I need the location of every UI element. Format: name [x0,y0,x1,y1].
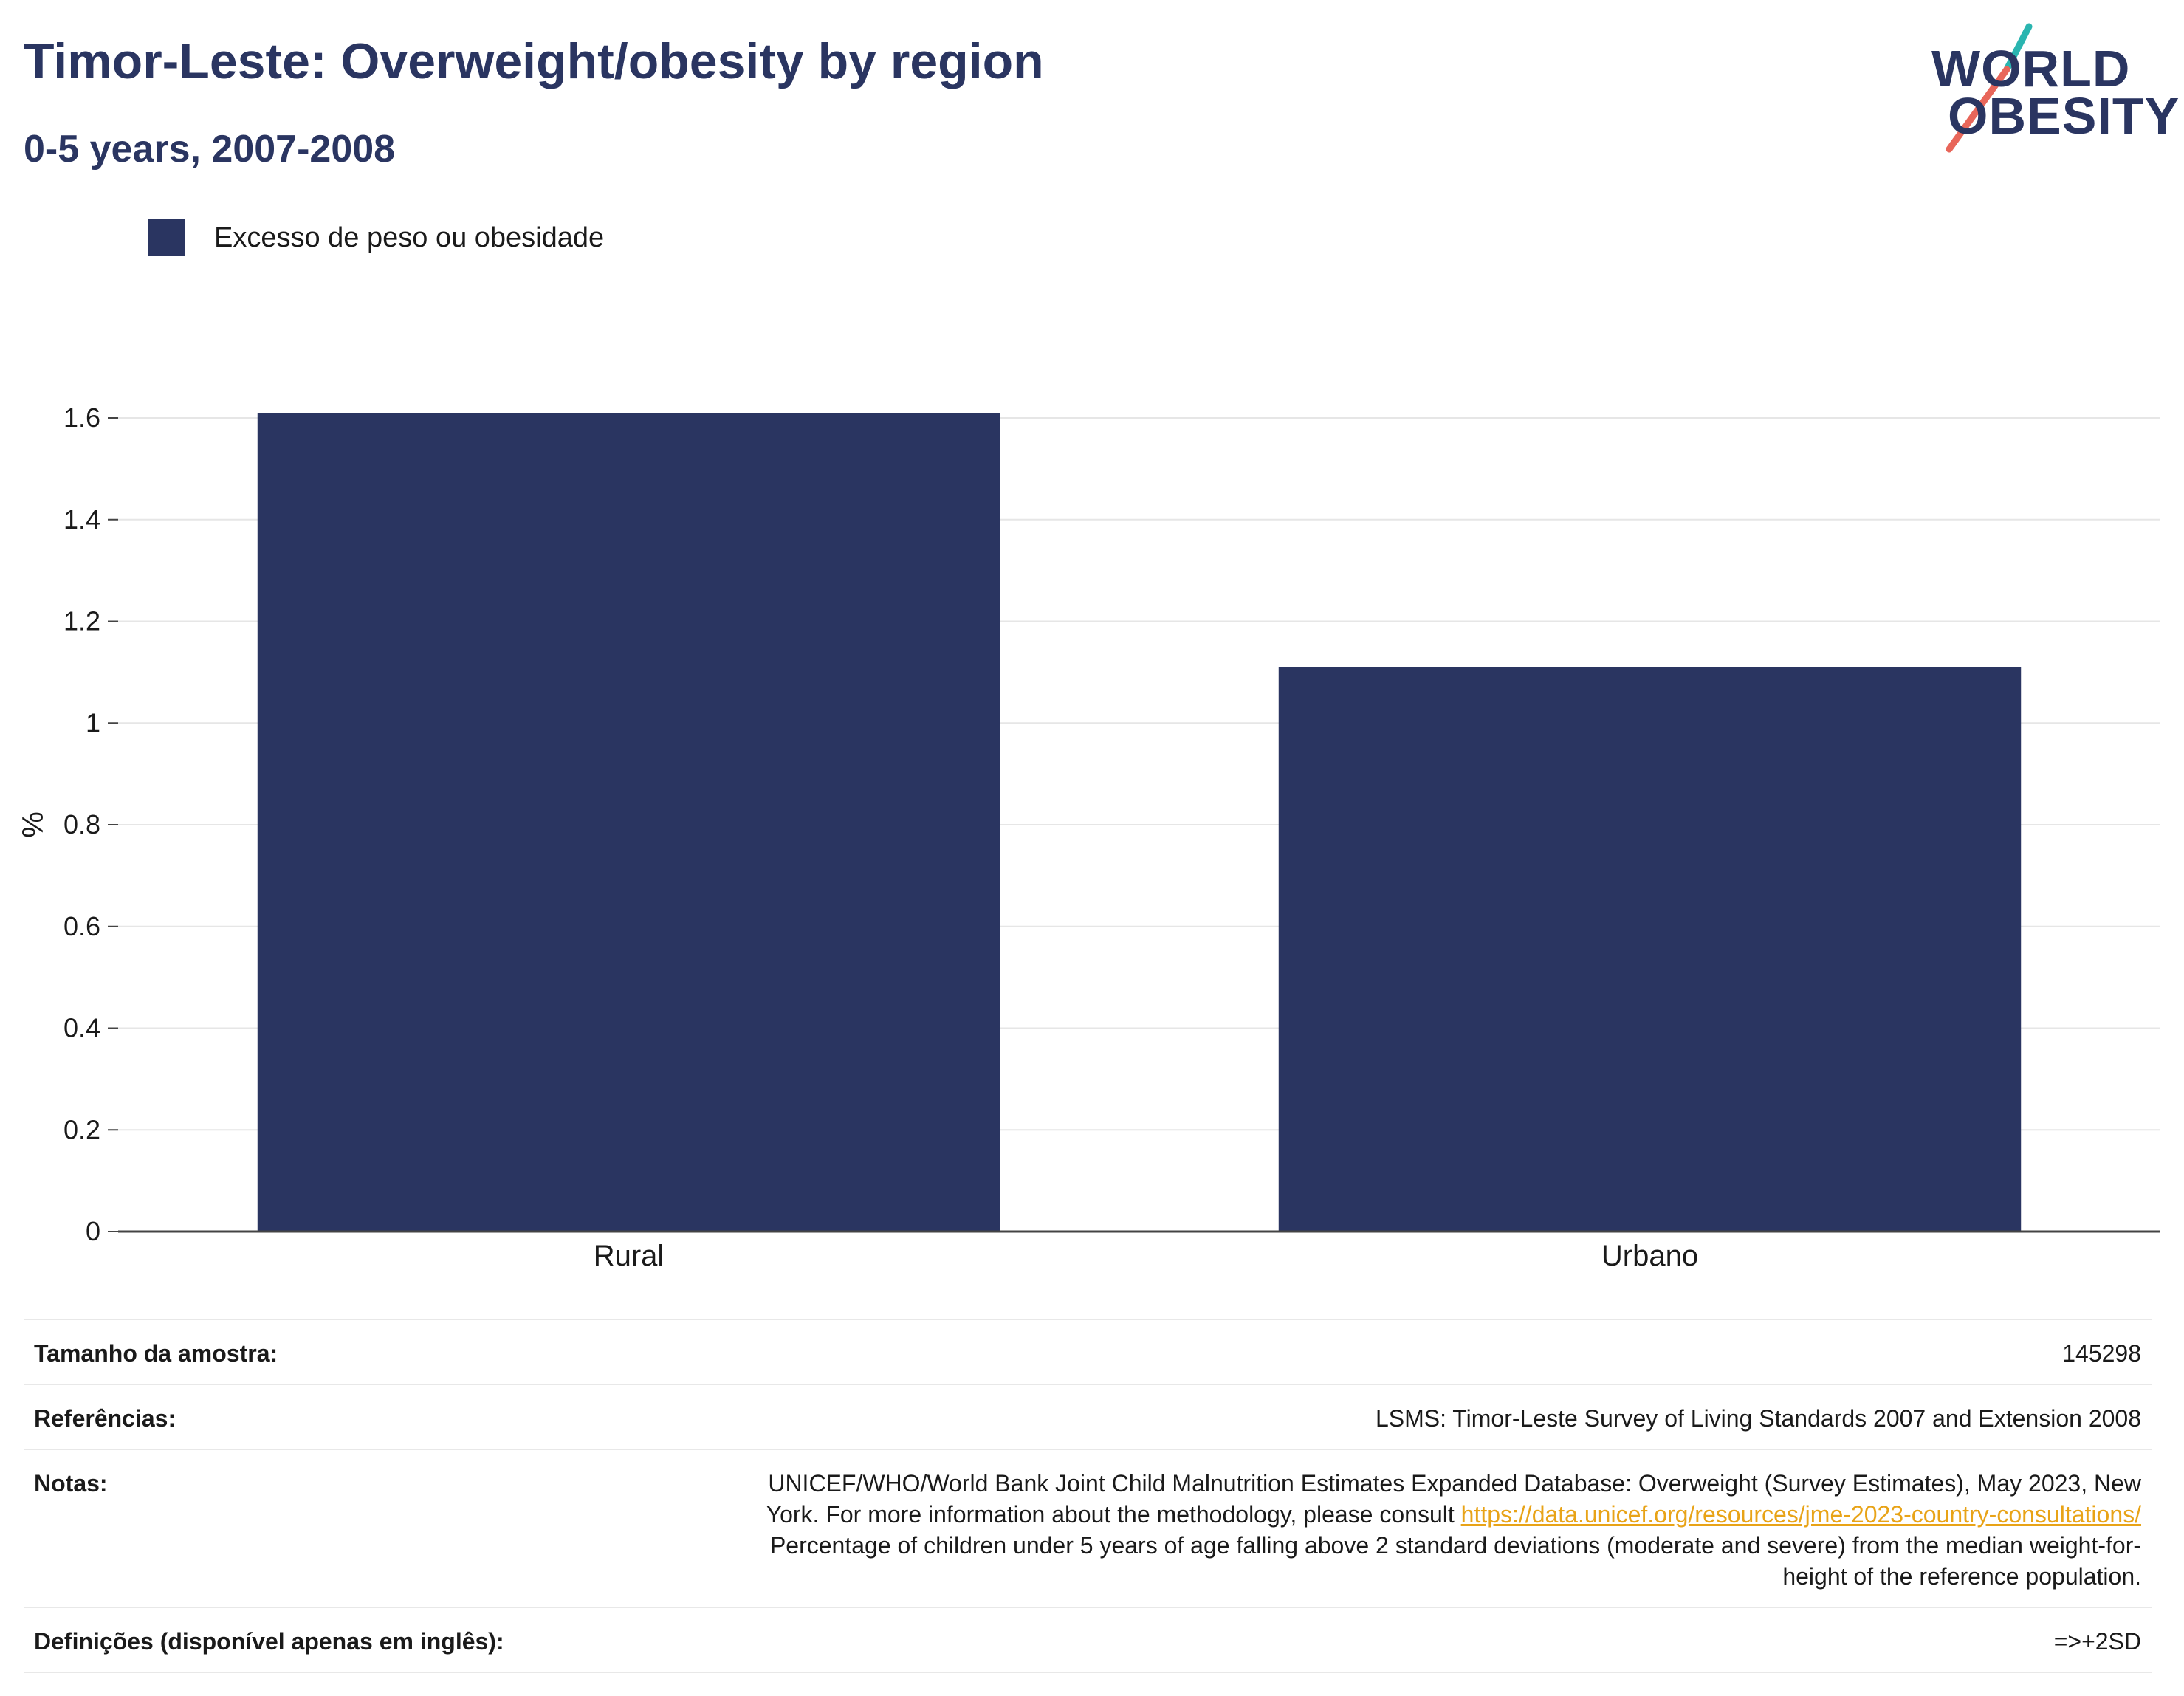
y-tick-label: 0 [86,1216,100,1246]
bars [257,413,2022,1232]
bar-urbano[interactable] [1278,667,2022,1232]
notes-line-1: UNICEF/WHO/World Bank Joint Child Malnut… [768,1470,2141,1497]
y-tick-label: 0.8 [63,809,100,840]
notes-value: UNICEF/WHO/World Bank Joint Child Malnut… [635,1449,2152,1607]
y-tick-label: 1.6 [63,402,100,433]
definitions-label: Definições (disponível apenas em inglês)… [34,1628,504,1655]
y-tick-label: 1.4 [63,504,100,535]
y-tick-label: 1 [86,707,100,738]
y-axis-title: % [17,811,49,838]
chart-subtitle: 0-5 years, 2007-2008 [24,128,396,171]
y-tick-label: 1.2 [63,606,100,636]
info-table: Tamanho da amostra: 145298 Referências: … [24,1319,2152,1673]
sample-size-value: 145298 [2062,1340,2141,1367]
info-row-notes: Notas: UNICEF/WHO/World Bank Joint Child… [24,1449,2152,1607]
info-row-references: Referências: LSMS: Timor-Leste Survey of… [24,1384,2152,1449]
x-tick-label-rural: Rural [594,1240,665,1272]
legend-swatch[interactable] [148,219,185,256]
y-tick-label: 0.6 [63,911,100,941]
methodology-link[interactable]: https://data.unicef.org/resources/jme-20… [1460,1501,2141,1528]
world-obesity-logo[interactable]: WORLD OBESITY [1927,22,2179,155]
references-value: LSMS: Timor-Leste Survey of Living Stand… [1375,1405,2141,1432]
notes-label: Notas: [34,1470,108,1497]
definitions-value: =>+2SD [2053,1628,2141,1655]
y-axis-ticks: 0 0.2 0.4 0.6 0.8 1 1.2 1.4 1.6 [63,402,118,1246]
info-row-definitions: Definições (disponível apenas em inglês)… [24,1607,2152,1672]
notes-line-4: height of the reference population. [1782,1563,2141,1590]
logo-slash-icon [1946,23,2033,153]
notes-line-3: Percentage of children under 5 years of … [769,1532,2141,1559]
legend: Excesso de peso ou obesidade [148,219,604,257]
sample-size-label: Tamanho da amostra: [34,1340,278,1367]
bar-chart: 0 0.2 0.4 0.6 0.8 1 1.2 1.4 1.6 Rural Urbano % [17,402,2160,1272]
logo-text-world: WORLD [1931,40,2131,97]
references-label: Referências: [34,1405,176,1432]
logo-text-obesity: OBESITY [1948,87,2180,145]
bar-rural[interactable] [257,413,1000,1232]
chart-title: Timor-Leste: Overweight/obesity by regio… [24,33,1044,89]
y-tick-label: 0.4 [63,1013,100,1043]
x-axis-labels: Rural Urbano [594,1240,1698,1272]
y-tick-label: 0.2 [63,1114,100,1144]
legend-label[interactable]: Excesso de peso ou obesidade [214,222,605,253]
x-tick-label-urbano: Urbano [1601,1240,1698,1272]
info-row-sample-size: Tamanho da amostra: 145298 [24,1319,2152,1384]
notes-line-2: York. For more information about the met… [766,1501,1461,1528]
